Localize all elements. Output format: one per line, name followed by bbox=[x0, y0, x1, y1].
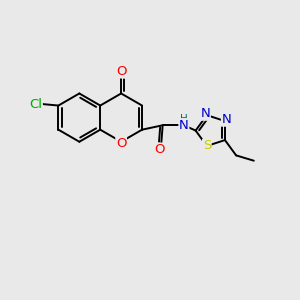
Text: N: N bbox=[221, 113, 231, 126]
Text: O: O bbox=[116, 65, 126, 78]
Text: H: H bbox=[180, 114, 188, 124]
Text: S: S bbox=[203, 140, 211, 152]
Text: O: O bbox=[154, 143, 165, 156]
Text: Cl: Cl bbox=[29, 98, 42, 111]
Text: O: O bbox=[116, 137, 126, 150]
Text: N: N bbox=[200, 107, 210, 120]
Text: N: N bbox=[179, 119, 189, 132]
